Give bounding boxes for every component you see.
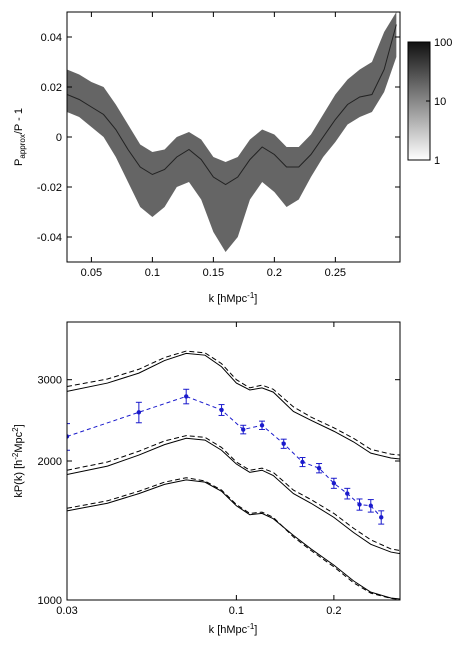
data-point — [67, 434, 70, 439]
x-axis-label: k [hMpc-1] — [209, 622, 258, 636]
y-tick-label: 3000 — [38, 375, 62, 387]
x-axis-label: k [hMpc-1] — [209, 291, 258, 305]
x-tick-label: 0.25 — [325, 267, 346, 279]
colorbar-tick-label: 10 — [434, 96, 446, 108]
x-tick-label: 0.2 — [326, 605, 341, 617]
data-point — [331, 481, 337, 486]
x-tick-label: 0.1 — [229, 605, 244, 617]
y-tick-label: 0 — [56, 132, 62, 144]
data-point — [219, 407, 224, 413]
y-axis-label: kP(k) [h-2Mpc2] — [11, 424, 25, 497]
data-point — [241, 427, 246, 432]
line — [67, 479, 400, 600]
line — [67, 435, 400, 551]
plot-area — [67, 12, 397, 252]
y-tick-label: 2000 — [38, 456, 62, 468]
y-tick-label: 0.02 — [41, 82, 62, 94]
x-tick-label: 0.2 — [267, 267, 282, 279]
line — [67, 477, 400, 600]
line — [67, 24, 397, 186]
data-point — [357, 502, 362, 507]
data-point — [259, 423, 265, 428]
line — [67, 350, 400, 456]
plot-area — [67, 350, 400, 600]
top-panel: 0.05 0.1 0.15 0.2 0.25 -0.04 -0.02 0 0.02 0.04 1 10… — [37, 12, 452, 279]
x-tick-label: 0.03 — [56, 605, 77, 617]
y-axis-label: Papprox/P - 1 — [13, 108, 27, 166]
data-point — [379, 515, 384, 520]
line — [67, 437, 400, 555]
x-tick-label: 0.1 — [145, 267, 160, 279]
colorbar-tick-label: 100 — [434, 37, 452, 49]
data-point — [345, 491, 350, 496]
data-point — [281, 441, 286, 446]
y-tick-label: -0.02 — [37, 182, 62, 194]
colorbar-tick-label: 1 — [434, 155, 440, 167]
data-point — [183, 394, 189, 399]
x-tick-label: 0.15 — [203, 267, 224, 279]
data-point — [368, 503, 373, 508]
x-tick-label: 0.05 — [81, 267, 102, 279]
y-tick-label: -0.04 — [37, 232, 62, 244]
density-band — [67, 12, 397, 252]
line — [67, 352, 400, 460]
data-point — [316, 465, 322, 471]
data-point — [300, 459, 305, 465]
fit-line — [67, 395, 382, 518]
plot-frame — [66, 11, 401, 263]
plot-frame — [66, 321, 401, 601]
y-tick-label: 0.04 — [41, 32, 62, 44]
y-tick-label: 1000 — [38, 595, 62, 607]
data-point — [136, 410, 142, 415]
